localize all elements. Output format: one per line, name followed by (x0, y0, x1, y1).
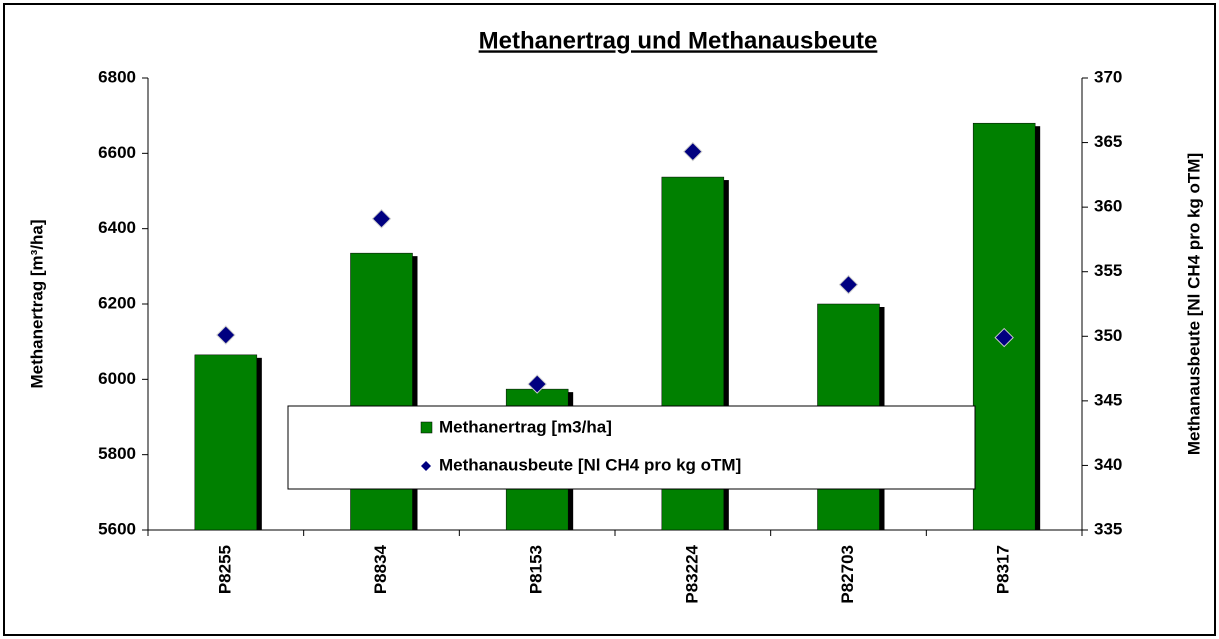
y-tick-label: 5800 (98, 444, 136, 463)
y2-tick-label: 370 (1094, 67, 1122, 86)
y2-tick-label: 345 (1094, 390, 1122, 409)
y2-tick-label: 350 (1094, 326, 1122, 345)
y-tick-label: 6000 (98, 369, 136, 388)
x-tick-label: P82703 (838, 545, 857, 604)
y2-tick-label: 340 (1094, 455, 1122, 474)
marker (371, 209, 392, 229)
legend-label: Methanausbeute [Nl CH4 pro kg oTM] (439, 455, 741, 474)
bar (194, 354, 258, 531)
y2-tick-label: 365 (1094, 132, 1122, 151)
chart-title: Methanertrag und Methanausbeute (479, 27, 878, 54)
y2-tick-label: 360 (1094, 197, 1122, 216)
legend-swatch (421, 461, 431, 471)
y-axis-label: Methanertrag [m³/ha] (27, 219, 46, 388)
bar (972, 122, 1036, 531)
marker (527, 374, 547, 394)
x-tick-label: P8834 (371, 544, 390, 594)
y-tick-label: 6800 (98, 67, 136, 86)
y2-axis-label: Methanausbeute [Nl CH4 pro kg oTM] (1184, 153, 1203, 455)
y2-tick-label: 355 (1094, 261, 1122, 280)
x-tick-label: P83224 (682, 544, 701, 603)
y-tick-label: 5600 (98, 519, 136, 538)
y2-tick-label: 335 (1094, 519, 1122, 538)
marker (216, 325, 236, 345)
legend-label: Methanertrag [m3/ha] (439, 417, 612, 436)
x-tick-label: P8317 (994, 545, 1013, 594)
y-tick-label: 6200 (98, 293, 136, 312)
y-tick-label: 6400 (98, 218, 136, 237)
x-tick-label: P8255 (215, 545, 234, 594)
marker (838, 274, 859, 295)
marker (994, 327, 1014, 348)
y-tick-label: 6600 (98, 143, 136, 162)
legend-swatch (420, 421, 433, 434)
marker (683, 141, 703, 162)
legend-box (287, 405, 976, 490)
x-tick-label: P8153 (527, 545, 546, 594)
